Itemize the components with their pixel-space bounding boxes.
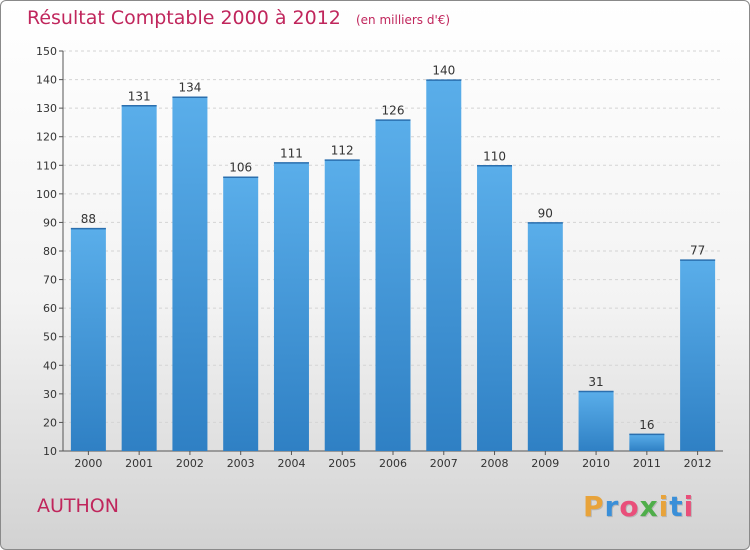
bar-2010 xyxy=(578,391,614,451)
data-label: 112 xyxy=(331,144,354,158)
data-label: 88 xyxy=(81,212,96,226)
x-tick-label: 2005 xyxy=(328,457,356,470)
data-label: 90 xyxy=(538,206,553,220)
y-tick-label: 140 xyxy=(36,74,57,87)
y-tick-label: 120 xyxy=(36,131,57,144)
bar-2004 xyxy=(273,162,309,451)
x-tick-label: 2000 xyxy=(74,457,102,470)
chart-title-block: Résultat Comptable 2000 à 2012 (en milli… xyxy=(27,7,450,29)
y-tick-label: 70 xyxy=(43,274,57,287)
y-tick-label: 130 xyxy=(36,102,57,115)
x-tick-label: 2007 xyxy=(430,457,458,470)
x-tick-label: 2011 xyxy=(633,457,661,470)
y-tick-label: 60 xyxy=(43,302,57,315)
data-label: 111 xyxy=(280,146,303,160)
data-label: 16 xyxy=(639,418,654,432)
data-label: 126 xyxy=(382,104,405,118)
bar-2009 xyxy=(527,222,563,451)
bar-2001 xyxy=(121,105,157,452)
x-tick-label: 2003 xyxy=(227,457,255,470)
y-tick-label: 20 xyxy=(43,416,57,429)
logo-letter: i xyxy=(658,490,670,523)
data-label: 140 xyxy=(432,64,455,78)
bar-2012 xyxy=(680,259,716,451)
data-label: 77 xyxy=(690,244,705,258)
bar-2000 xyxy=(70,228,106,451)
data-label: 106 xyxy=(229,161,252,175)
data-label: 131 xyxy=(128,89,151,103)
bar-2005 xyxy=(324,159,360,452)
logo-letter: o xyxy=(619,490,640,523)
proxiti-logo: Proxiti xyxy=(583,490,694,523)
y-tick-label: 40 xyxy=(43,359,57,372)
y-tick-label: 110 xyxy=(36,159,57,172)
logo-letter: i xyxy=(683,490,695,523)
bar-2006 xyxy=(375,119,411,452)
y-tick-label: 30 xyxy=(43,388,57,401)
x-tick-label: 2002 xyxy=(176,457,204,470)
bar-2003 xyxy=(223,176,259,451)
data-label: 31 xyxy=(588,375,603,389)
bar-2011 xyxy=(629,433,665,451)
x-tick-label: 2012 xyxy=(684,457,712,470)
logo-letter: t xyxy=(669,490,684,523)
chart-subtitle: (en milliers d'€) xyxy=(355,13,451,27)
bar-2007 xyxy=(426,79,462,452)
logo-letter: r xyxy=(604,490,620,523)
x-tick-label: 2004 xyxy=(277,457,305,470)
x-tick-label: 2009 xyxy=(531,457,559,470)
y-tick-label: 90 xyxy=(43,216,57,229)
y-tick-label: 100 xyxy=(36,188,57,201)
place-name: AUTHON xyxy=(37,495,119,517)
logo-letter: P xyxy=(583,490,605,523)
x-tick-label: 2001 xyxy=(125,457,153,470)
y-tick-label: 80 xyxy=(43,245,57,258)
logo-letter: x xyxy=(639,490,659,523)
x-tick-label: 2006 xyxy=(379,457,407,470)
x-tick-label: 2010 xyxy=(582,457,610,470)
bar-2002 xyxy=(172,96,208,451)
data-label: 110 xyxy=(483,149,506,163)
y-tick-label: 50 xyxy=(43,331,57,344)
chart-title: Résultat Comptable 2000 à 2012 xyxy=(27,7,341,29)
x-tick-label: 2008 xyxy=(481,457,509,470)
y-tick-label: 150 xyxy=(36,45,57,58)
y-tick-label: 10 xyxy=(43,445,57,458)
bar-2008 xyxy=(477,165,513,452)
data-label: 134 xyxy=(178,81,201,95)
